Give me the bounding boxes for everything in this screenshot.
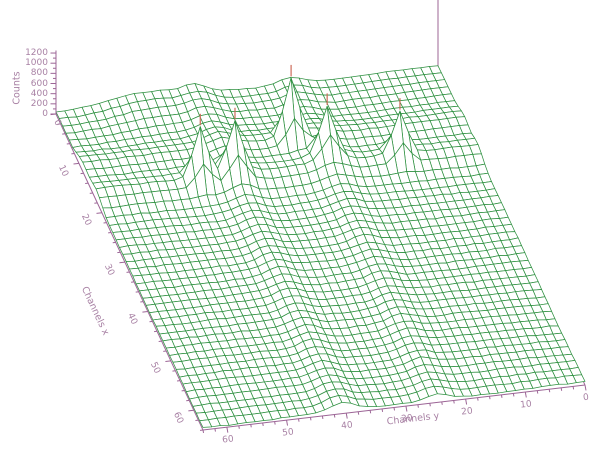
- z-axis-tick-label: 600: [30, 78, 48, 89]
- z-axis-tick-label: 1200: [25, 48, 48, 59]
- y-axis-tick-label: 60: [221, 434, 235, 446]
- z-axis-tick-label: 800: [30, 68, 48, 79]
- y-axis-tick-label: 10: [520, 399, 533, 411]
- y-axis-tick-label: 40: [340, 420, 354, 432]
- y-axis-tick-label: 20: [460, 406, 473, 418]
- z-axis-tick-label: 0: [42, 108, 48, 119]
- y-axis-tick-label: 0: [582, 392, 590, 404]
- z-axis-tick-label: 400: [30, 88, 48, 99]
- z-axis-tick-label: 200: [30, 98, 48, 109]
- z-axis-tick-label: 1000: [25, 58, 48, 69]
- y-axis-tick-label: 50: [281, 427, 294, 439]
- z-axis-title: Counts: [11, 71, 23, 105]
- y-axis-tick-label: 30: [400, 413, 414, 425]
